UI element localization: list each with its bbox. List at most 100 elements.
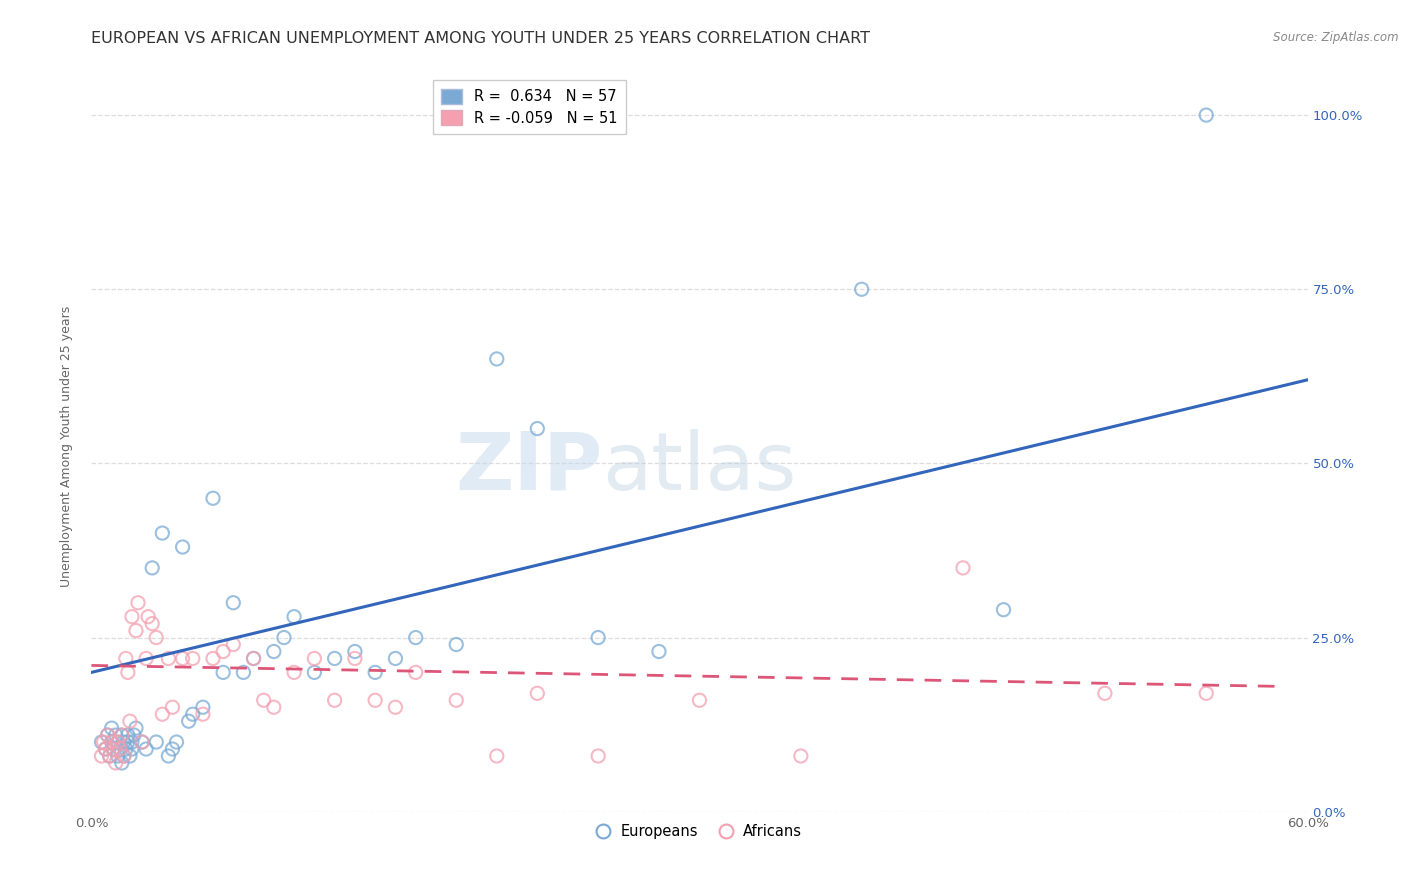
Point	[117, 735, 139, 749]
Point	[93, 735, 115, 749]
Point	[688, 693, 710, 707]
Point	[111, 756, 134, 770]
Point	[157, 749, 180, 764]
Point	[100, 735, 122, 749]
Point	[343, 651, 366, 665]
Point	[222, 596, 245, 610]
Point	[384, 700, 406, 714]
Text: atlas: atlas	[602, 429, 797, 507]
Point	[364, 693, 387, 707]
Point	[202, 651, 225, 665]
Text: Source: ZipAtlas.com: Source: ZipAtlas.com	[1274, 31, 1399, 45]
Point	[526, 686, 548, 700]
Point	[108, 742, 131, 756]
Point	[121, 609, 143, 624]
Point	[112, 749, 135, 764]
Point	[405, 665, 427, 680]
Point	[122, 728, 145, 742]
Point	[323, 693, 346, 707]
Point	[166, 735, 188, 749]
Point	[790, 749, 813, 764]
Point	[172, 651, 194, 665]
Point	[384, 651, 406, 665]
Point	[304, 665, 326, 680]
Point	[485, 351, 508, 366]
Point	[253, 693, 276, 707]
Point	[118, 714, 141, 728]
Point	[181, 707, 204, 722]
Point	[100, 735, 122, 749]
Point	[136, 609, 159, 624]
Point	[150, 526, 173, 541]
Point	[135, 742, 157, 756]
Point	[104, 756, 127, 770]
Point	[343, 644, 366, 658]
Point	[112, 749, 135, 764]
Point	[242, 651, 264, 665]
Point	[263, 644, 285, 658]
Point	[125, 624, 148, 638]
Point	[141, 616, 163, 631]
Point	[444, 638, 467, 652]
Point	[191, 707, 214, 722]
Point	[1094, 686, 1116, 700]
Point	[952, 561, 974, 575]
Text: ZIP: ZIP	[456, 429, 602, 507]
Point	[118, 749, 141, 764]
Point	[232, 665, 254, 680]
Point	[112, 735, 135, 749]
Point	[104, 728, 127, 742]
Point	[121, 735, 143, 749]
Point	[586, 749, 609, 764]
Point	[100, 721, 122, 735]
Point	[127, 596, 149, 610]
Point	[97, 728, 120, 742]
Point	[145, 735, 167, 749]
Point	[177, 714, 200, 728]
Point	[993, 603, 1015, 617]
Point	[364, 665, 387, 680]
Point	[103, 742, 125, 756]
Point	[117, 728, 139, 742]
Point	[485, 749, 508, 764]
Text: EUROPEAN VS AFRICAN UNEMPLOYMENT AMONG YOUTH UNDER 25 YEARS CORRELATION CHART: EUROPEAN VS AFRICAN UNEMPLOYMENT AMONG Y…	[91, 31, 870, 46]
Point	[242, 651, 264, 665]
Point	[141, 561, 163, 575]
Point	[648, 644, 671, 658]
Point	[444, 693, 467, 707]
Y-axis label: Unemployment Among Youth under 25 years: Unemployment Among Youth under 25 years	[59, 305, 73, 587]
Point	[90, 735, 112, 749]
Point	[107, 735, 129, 749]
Point	[222, 638, 245, 652]
Point	[117, 665, 139, 680]
Point	[131, 735, 153, 749]
Point	[283, 609, 305, 624]
Point	[107, 749, 129, 764]
Point	[526, 421, 548, 435]
Point	[586, 631, 609, 645]
Point	[115, 742, 138, 756]
Point	[150, 707, 173, 722]
Point	[98, 749, 121, 764]
Point	[94, 742, 117, 756]
Point	[172, 540, 194, 554]
Point	[135, 651, 157, 665]
Point	[202, 491, 225, 506]
Point	[107, 735, 129, 749]
Point	[108, 742, 131, 756]
Point	[263, 700, 285, 714]
Point	[103, 742, 125, 756]
Point	[212, 665, 235, 680]
Legend: Europeans, Africans: Europeans, Africans	[591, 818, 808, 845]
Point	[125, 721, 148, 735]
Point	[98, 749, 121, 764]
Point	[1195, 108, 1218, 122]
Point	[162, 700, 184, 714]
Point	[181, 651, 204, 665]
Point	[90, 749, 112, 764]
Point	[1195, 686, 1218, 700]
Point	[111, 728, 134, 742]
Point	[111, 728, 134, 742]
Point	[323, 651, 346, 665]
Point	[273, 631, 295, 645]
